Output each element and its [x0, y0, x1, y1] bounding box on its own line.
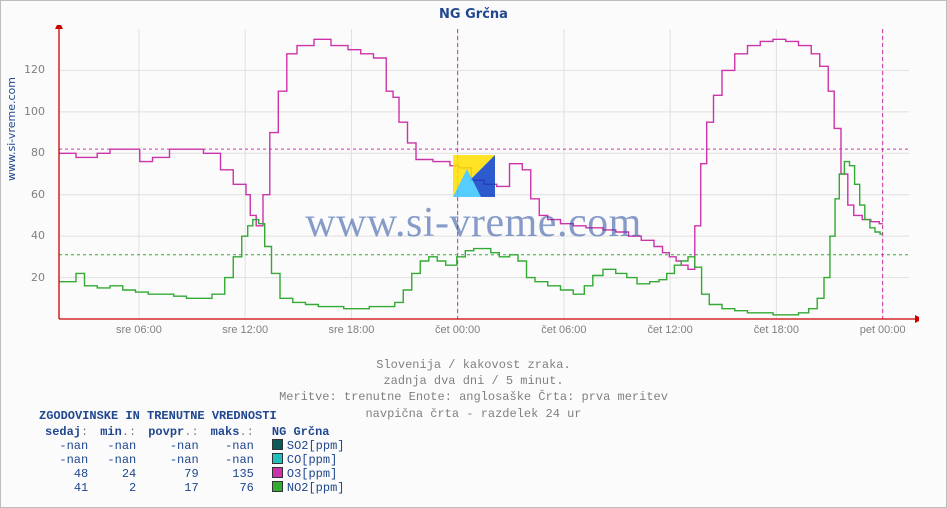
svg-text:80: 80 — [49, 148, 53, 160]
y-tick-label: 120 — [21, 63, 45, 76]
cell-max: -nan — [205, 453, 260, 467]
cell-min: 24 — [94, 467, 142, 481]
caption-line: Meritve: trenutne Enote: anglosaške Črta… — [1, 389, 946, 405]
stats-row: 482479135O3[ppm] — [39, 467, 350, 481]
svg-text:60: 60 — [49, 190, 53, 202]
caption-line: Slovenija / kakovost zraka. — [1, 357, 946, 373]
y-tick-label: 20 — [21, 271, 45, 284]
stats-title: ZGODOVINSKE IN TRENUTNE VREDNOSTI — [39, 409, 350, 423]
cell-now: 41 — [39, 481, 94, 495]
cell-avg: -nan — [142, 439, 204, 453]
cell-now: 48 — [39, 467, 94, 481]
svg-text:120: 120 — [49, 65, 53, 77]
svg-text:sre 06:00: sre 06:00 — [116, 324, 162, 336]
stats-row: -nan-nan-nan-nanSO2[ppm] — [39, 439, 350, 453]
series-swatch-icon — [272, 481, 283, 492]
y-tick-label: 40 — [21, 229, 45, 242]
cell-now: -nan — [39, 453, 94, 467]
cell-label: O3[ppm] — [260, 467, 351, 481]
cell-min: 2 — [94, 481, 142, 495]
stats-block: ZGODOVINSKE IN TRENUTNE VREDNOSTI sedaj:… — [39, 409, 350, 495]
svg-text:sre 18:00: sre 18:00 — [328, 324, 374, 336]
watermark-logo-icon — [453, 155, 495, 197]
svg-text:100: 100 — [49, 107, 53, 119]
series-swatch-icon — [272, 453, 283, 464]
svg-text:sre 12:00: sre 12:00 — [222, 324, 268, 336]
caption-line: zadnja dva dni / 5 minut. — [1, 373, 946, 389]
col-station: NG Grčna — [260, 425, 351, 439]
stats-header-row: sedaj: min.: povpr.: maks.: NG Grčna — [39, 425, 350, 439]
svg-text:čet 06:00: čet 06:00 — [541, 324, 586, 336]
col-now: sedaj: — [39, 425, 94, 439]
cell-avg: -nan — [142, 453, 204, 467]
cell-label: NO2[ppm] — [260, 481, 351, 495]
cell-max: -nan — [205, 439, 260, 453]
col-avg: povpr.: — [142, 425, 204, 439]
svg-text:čet 00:00: čet 00:00 — [435, 324, 480, 336]
series-swatch-icon — [272, 467, 283, 478]
cell-avg: 79 — [142, 467, 204, 481]
svg-text:40: 40 — [49, 231, 53, 243]
cell-now: -nan — [39, 439, 94, 453]
svg-text:čet 12:00: čet 12:00 — [648, 324, 693, 336]
y-tick-label: 80 — [21, 146, 45, 159]
series-swatch-icon — [272, 439, 283, 450]
svg-text:20: 20 — [49, 273, 53, 285]
stats-table: sedaj: min.: povpr.: maks.: NG Grčna -na… — [39, 425, 350, 495]
cell-avg: 17 — [142, 481, 204, 495]
cell-min: -nan — [94, 439, 142, 453]
cell-label: CO[ppm] — [260, 453, 351, 467]
col-max: maks.: — [205, 425, 260, 439]
svg-text:čet 18:00: čet 18:00 — [754, 324, 799, 336]
cell-max: 135 — [205, 467, 260, 481]
col-min: min.: — [94, 425, 142, 439]
chart-frame: NG Grčna www.si-vreme.com 20 40 60 80 100 120… — [0, 0, 947, 508]
chart-title: NG Grčna — [1, 7, 946, 22]
cell-label: SO2[ppm] — [260, 439, 351, 453]
y-tick-label: 100 — [21, 105, 45, 118]
cell-max: 76 — [205, 481, 260, 495]
y-tick-label: 60 — [21, 188, 45, 201]
stats-row: 4121776NO2[ppm] — [39, 481, 350, 495]
y-axis-label: www.si-vreme.com — [5, 77, 18, 181]
svg-text:pet 00:00: pet 00:00 — [860, 324, 906, 336]
cell-min: -nan — [94, 453, 142, 467]
stats-row: -nan-nan-nan-nanCO[ppm] — [39, 453, 350, 467]
